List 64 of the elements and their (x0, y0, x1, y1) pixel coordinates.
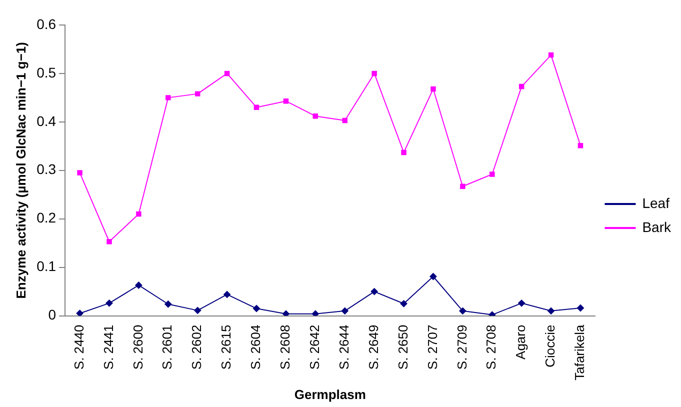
point (430, 273, 437, 280)
x-tick-label: S. 2602 (189, 324, 204, 370)
x-tick-label: S. 2601 (160, 324, 175, 370)
point (136, 211, 142, 217)
point (254, 104, 260, 110)
y-tick-label: 0.2 (36, 210, 56, 226)
x-tick-label: S. 2644 (336, 324, 352, 370)
point (578, 143, 584, 148)
x-tick-label: S. 2708 (484, 324, 499, 370)
point (312, 113, 318, 119)
point (194, 91, 200, 96)
y-tick-label: 0.5 (36, 64, 56, 80)
point (576, 304, 584, 312)
point (460, 184, 466, 189)
x-tick-label: Tafarikela (572, 324, 588, 380)
x-tick-label: Agaro (513, 324, 528, 360)
point (401, 150, 406, 156)
x-tick-label: S. 2440 (71, 324, 86, 370)
x-tick-label: S. 2608 (278, 324, 293, 370)
point (253, 304, 260, 312)
y-tick-label: 0.1 (36, 258, 56, 274)
x-axis-title: Germplasm (294, 386, 366, 402)
y-tick-label: 0 (48, 306, 56, 323)
legend-label: Leaf (642, 194, 670, 211)
point (342, 118, 348, 124)
y-tick-label: 0.3 (36, 161, 56, 178)
x-tick-label: S. 2642 (306, 324, 322, 370)
y-tick-label: 0.6 (36, 16, 56, 32)
point (164, 300, 172, 308)
point (194, 306, 202, 314)
point (400, 300, 408, 308)
x-tick-label: S. 2600 (130, 324, 146, 370)
x-tick-label: S. 2650 (395, 324, 410, 370)
point (518, 84, 524, 90)
x-tick-label: S. 2615 (218, 324, 234, 370)
x-tick-label: S. 2604 (248, 324, 264, 370)
point (106, 300, 113, 307)
point (490, 172, 495, 177)
x-tick-label: S. 2649 (366, 324, 381, 370)
point (341, 307, 348, 314)
point (430, 86, 436, 92)
point (135, 282, 142, 289)
y-tick-label: 0.4 (36, 112, 56, 129)
point (77, 170, 82, 176)
x-tick-label: S. 2441 (100, 324, 116, 370)
point (372, 70, 377, 76)
point (370, 288, 378, 296)
point (106, 238, 112, 244)
x-tick-label: S. 2707 (424, 324, 440, 370)
point (224, 290, 231, 298)
point (76, 310, 84, 316)
point (166, 95, 171, 100)
point (518, 300, 526, 307)
point (312, 310, 319, 316)
point (548, 307, 555, 314)
point (283, 98, 289, 104)
point (459, 307, 466, 314)
x-tick-label: Cioccie (542, 324, 558, 368)
x-tick-label: S. 2709 (454, 324, 470, 370)
y-axis-title: Enzyme activity (µmol GlcNac min−1 g−1) (13, 42, 28, 299)
point (224, 70, 230, 76)
point (282, 310, 290, 316)
point (548, 52, 554, 58)
legend-label: Bark (642, 218, 672, 235)
